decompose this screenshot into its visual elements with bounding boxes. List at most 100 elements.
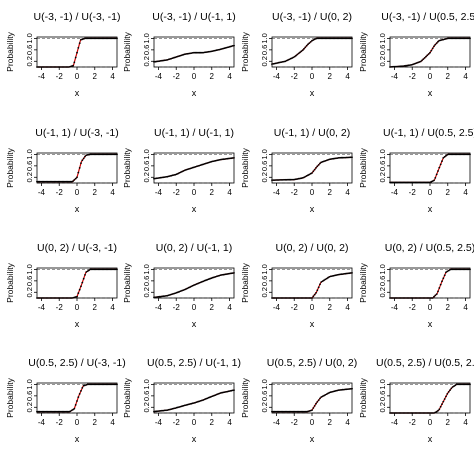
data-point	[62, 297, 65, 299]
data-point	[449, 37, 451, 40]
data-point	[62, 66, 65, 68]
data-point	[344, 388, 347, 391]
data-point	[58, 410, 61, 413]
data-point	[438, 287, 441, 289]
data-point	[166, 175, 169, 178]
data-point	[226, 46, 229, 49]
data-point	[348, 156, 351, 159]
data-point	[398, 412, 401, 414]
plot-box	[271, 267, 353, 299]
data-point	[421, 59, 423, 62]
data-point	[316, 401, 319, 403]
data-point	[273, 297, 276, 299]
data-point	[202, 163, 205, 166]
plot-box	[36, 152, 118, 184]
data-point	[438, 39, 441, 42]
data-point	[469, 383, 471, 386]
data-point	[312, 170, 315, 173]
data-point	[437, 40, 439, 43]
panel-title: U(-3, -1) / U(-3, -1)	[34, 11, 121, 23]
y-axis-label: Probability	[358, 31, 368, 71]
data-point	[434, 411, 437, 414]
data-point	[434, 177, 437, 179]
panel-title: U(-3, -1) / U(-1, 1)	[152, 11, 235, 23]
x-tick-label: -4	[155, 188, 163, 197]
data-point	[395, 65, 398, 68]
data-point	[406, 412, 409, 414]
panel-10: U(0, 2) / U(-1, 1) -4 -2 0 2 4 0.20.6 1.0 x Proba…	[122, 242, 235, 329]
data-point	[162, 59, 165, 62]
data-point	[277, 297, 280, 299]
data-point	[113, 268, 116, 271]
data-point	[170, 174, 173, 177]
data-point	[233, 157, 235, 159]
data-point	[40, 410, 42, 413]
data-point	[88, 269, 90, 272]
data-point	[349, 272, 352, 274]
data-point	[62, 410, 65, 413]
data-point	[280, 61, 283, 63]
x-tick-label: 2	[328, 72, 333, 81]
data-point	[443, 398, 446, 400]
data-point	[154, 296, 157, 299]
data-point	[447, 37, 450, 40]
y-tick-label: 0.6	[378, 161, 387, 171]
data-point	[308, 173, 311, 176]
data-point	[289, 178, 292, 181]
data-point	[69, 410, 72, 413]
data-point	[319, 283, 321, 286]
data-point	[462, 37, 465, 40]
data-point	[85, 384, 88, 386]
data-point	[41, 297, 44, 299]
data-point	[433, 179, 435, 182]
data-point	[292, 178, 295, 181]
data-point	[304, 410, 307, 413]
data-point	[430, 49, 433, 52]
data-point	[442, 157, 445, 159]
data-point	[345, 37, 348, 40]
data-point	[458, 37, 461, 40]
data-point	[399, 65, 402, 68]
data-point	[198, 400, 201, 403]
data-point	[285, 410, 288, 413]
data-point	[197, 51, 199, 54]
data-point	[77, 292, 80, 294]
data-point	[401, 181, 403, 184]
y-tick-label: 1.0	[260, 379, 269, 389]
data-point	[279, 297, 281, 299]
data-point	[394, 65, 397, 68]
data-point	[73, 407, 76, 410]
data-point	[284, 297, 287, 299]
data-point	[37, 410, 40, 413]
data-point	[469, 153, 471, 156]
data-point	[38, 410, 41, 413]
data-point	[345, 156, 348, 159]
data-point	[65, 410, 68, 413]
y-tick-label: 0.2	[260, 172, 269, 182]
data-point	[90, 153, 93, 156]
data-point	[46, 297, 49, 299]
data-point	[393, 181, 395, 184]
data-point	[435, 293, 438, 295]
data-point	[61, 66, 64, 68]
data-point	[304, 175, 307, 178]
data-point	[182, 289, 185, 291]
y-tick-label: 1.0	[25, 149, 34, 159]
data-point	[70, 297, 73, 299]
data-point	[288, 410, 291, 413]
data-point	[80, 285, 82, 288]
data-point	[422, 58, 425, 60]
data-point	[288, 297, 291, 299]
data-point	[57, 410, 60, 413]
x-tick-label: 2	[210, 72, 215, 81]
data-point	[201, 51, 203, 54]
data-point	[101, 268, 104, 271]
data-point	[407, 181, 410, 184]
y-tick-label: 1.0	[260, 33, 269, 43]
x-tick-label: 2	[93, 188, 98, 197]
data-point	[414, 181, 417, 184]
x-tick-label: 0	[428, 72, 433, 81]
data-point	[218, 392, 221, 395]
data-point	[222, 47, 225, 50]
x-tick-label: -4	[273, 188, 281, 197]
